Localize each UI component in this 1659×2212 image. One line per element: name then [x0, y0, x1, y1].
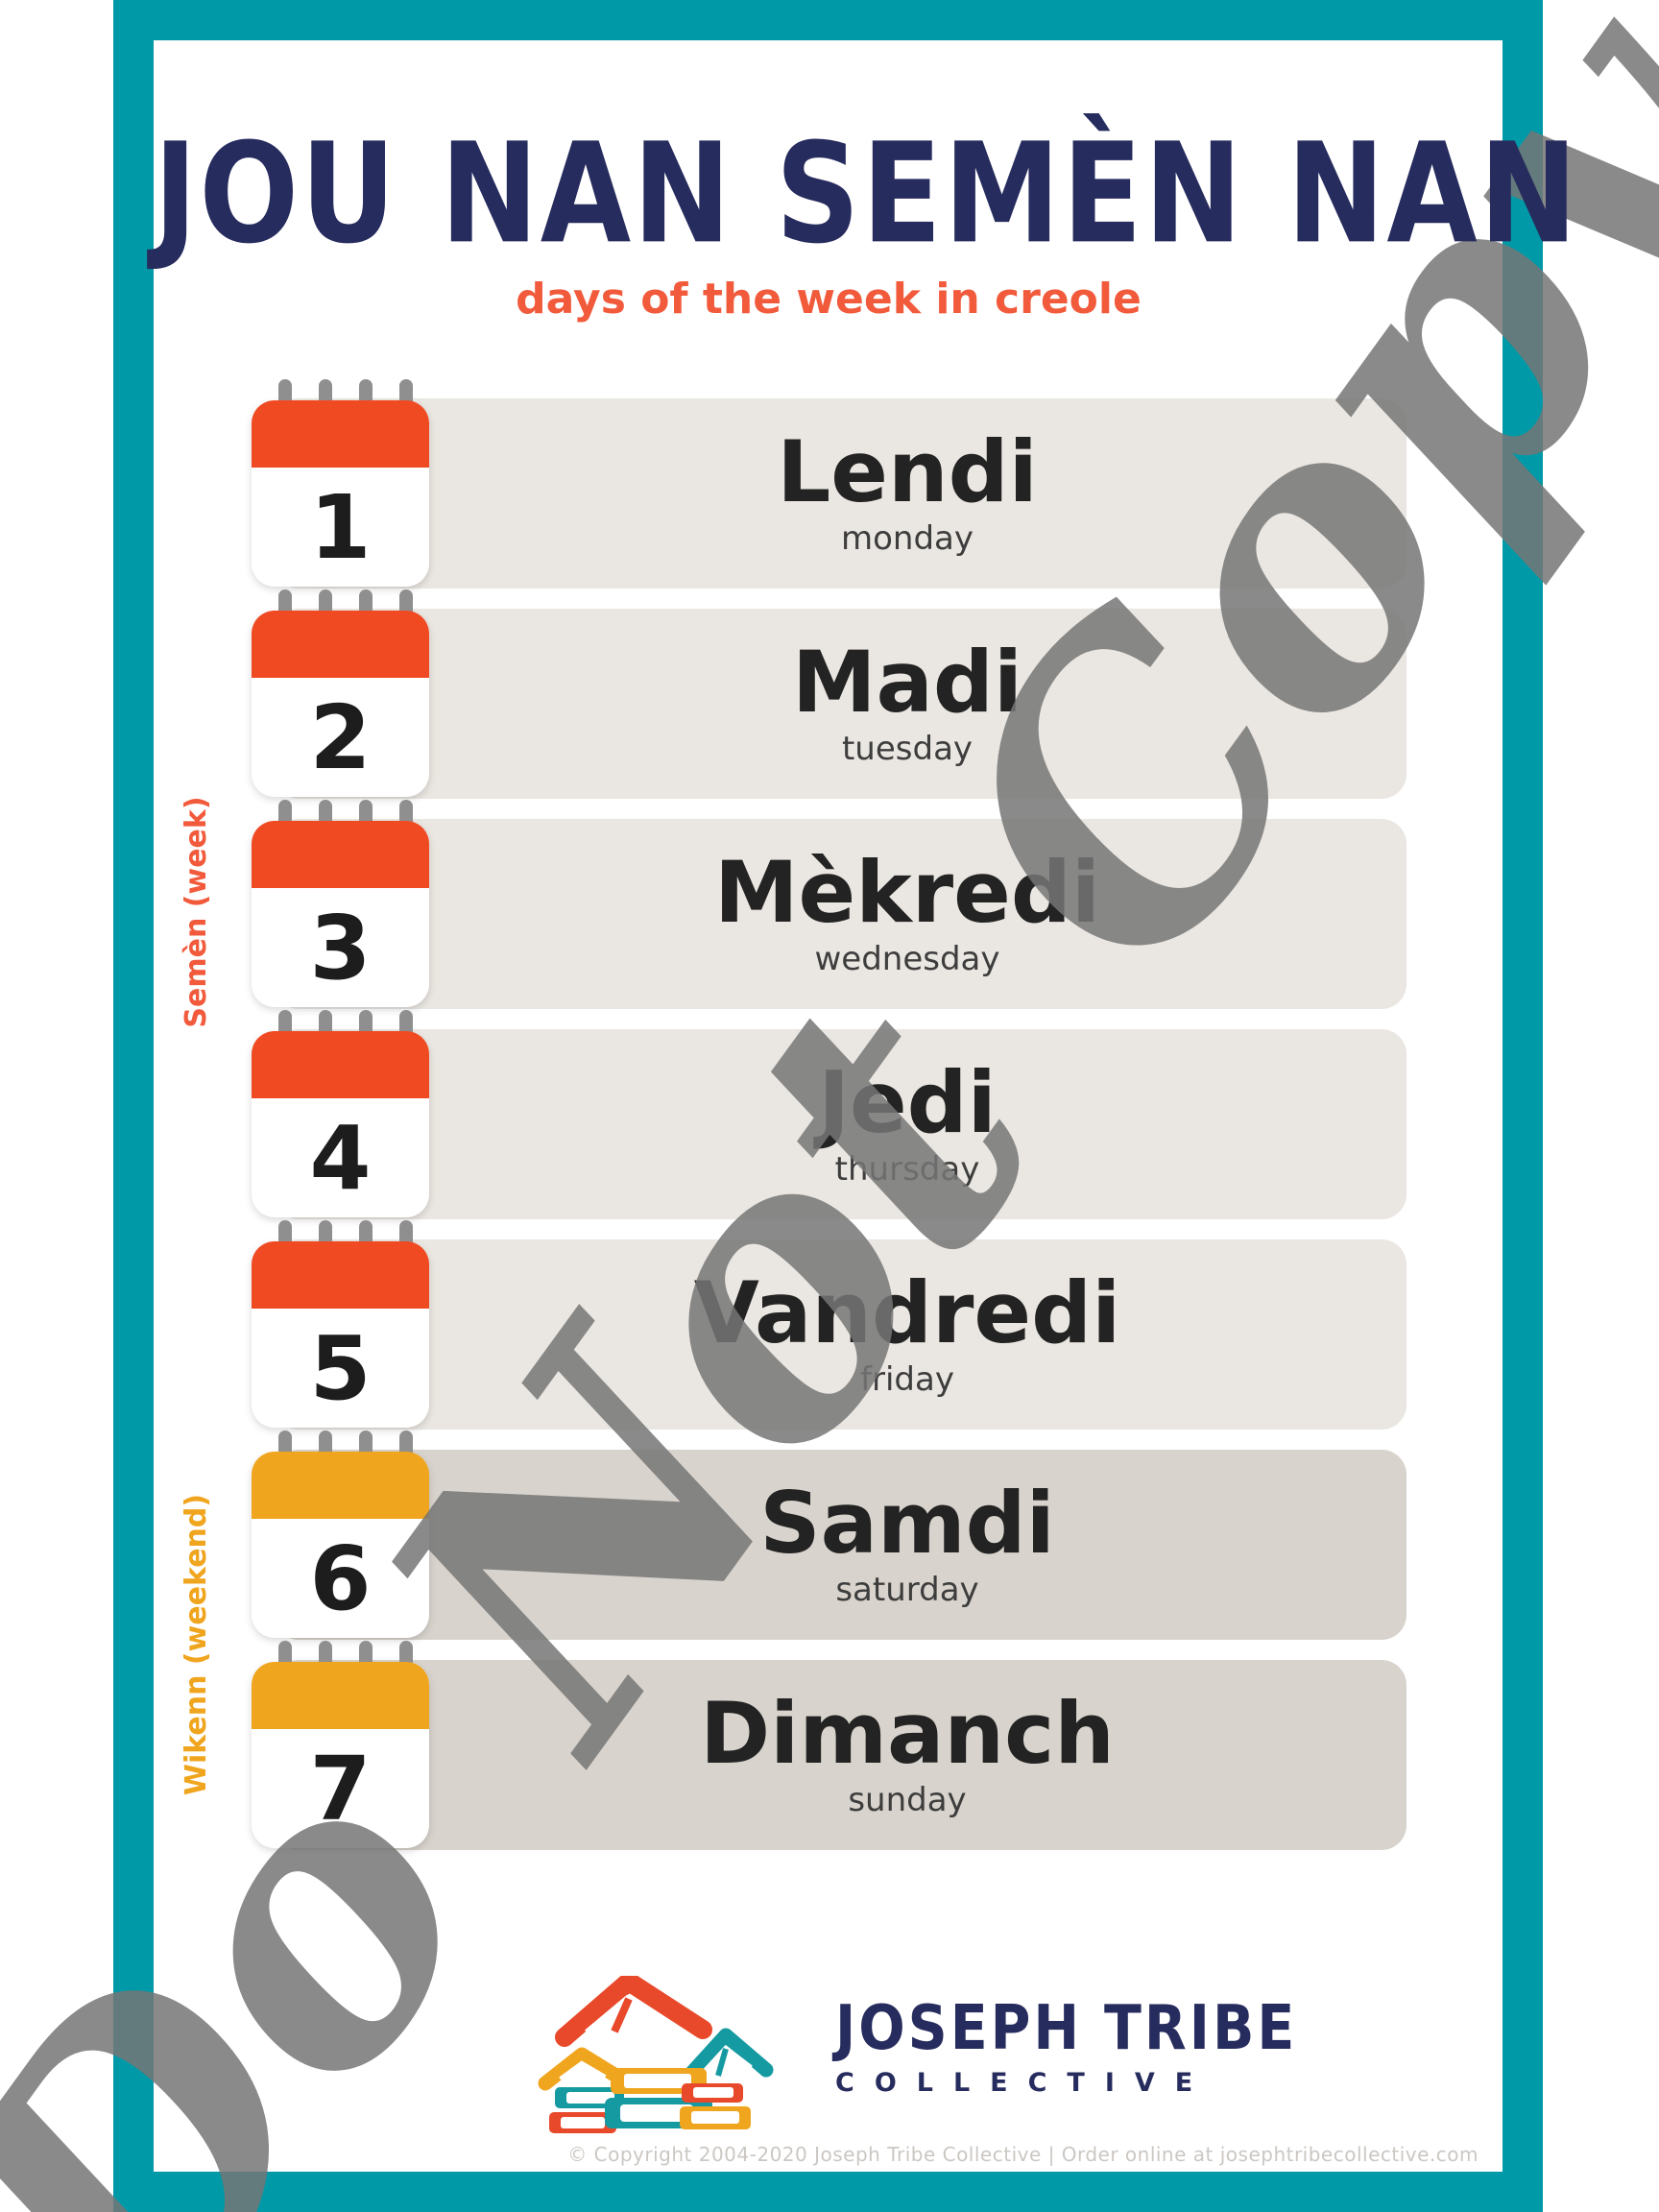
- creole-day-name: Madi: [791, 632, 1023, 732]
- calendar-icon: 5: [252, 1220, 429, 1428]
- day-row: 2 Madi tuesday: [252, 589, 1407, 799]
- calendar-header: [252, 1241, 429, 1309]
- tents-and-books-icon: [538, 1976, 774, 2133]
- english-day-name: wednesday: [814, 940, 1000, 979]
- day-row: 4 Jedi thursday: [252, 1010, 1407, 1219]
- calendar-header: [252, 1031, 429, 1098]
- english-day-name: tuesday: [841, 730, 974, 769]
- day-number: 5: [309, 1316, 372, 1420]
- day-labels: Mèkredi wednesday: [427, 819, 1387, 1009]
- days-list: 1 Lendi monday 2 Madi tuesday 3: [252, 379, 1407, 1870]
- creole-day-name: Vandredi: [693, 1262, 1121, 1362]
- day-labels: Dimanch sunday: [427, 1660, 1387, 1850]
- day-row: 1 Lendi monday: [252, 379, 1407, 589]
- poster-subtitle: days of the week in creole: [516, 275, 1142, 324]
- english-day-name: friday: [860, 1360, 954, 1400]
- day-labels: Lendi monday: [427, 398, 1387, 589]
- day-number: 1: [309, 475, 372, 579]
- english-day-name: monday: [840, 519, 974, 559]
- day-number: 6: [309, 1527, 372, 1630]
- calendar-header: [252, 611, 429, 678]
- day-labels: Samdi saturday: [427, 1450, 1387, 1640]
- calendar-icon: 1: [252, 379, 429, 587]
- creole-day-name: Lendi: [777, 421, 1038, 521]
- creole-day-name: Mèkredi: [713, 842, 1100, 942]
- calendar-header: [252, 1452, 429, 1519]
- poster-title: JOU NAN SEMÈN NAN: [154, 113, 1579, 275]
- day-labels: Madi tuesday: [427, 609, 1387, 799]
- logo-name: JOSEPH TRIBE: [835, 1993, 1298, 2064]
- copyright-line: © Copyright 2004-2020 Joseph Tribe Colle…: [567, 2143, 1479, 2166]
- calendar-icon: 7: [252, 1641, 429, 1848]
- calendar-icon: 3: [252, 800, 429, 1007]
- day-row: 6 Samdi saturday: [252, 1431, 1407, 1640]
- weekend-group-label: Wikenn (weekend): [180, 1493, 213, 1796]
- calendar-header: [252, 400, 429, 468]
- day-row: 5 Vandredi friday: [252, 1220, 1407, 1430]
- day-labels: Jedi thursday: [427, 1029, 1387, 1219]
- day-number: 7: [309, 1737, 372, 1840]
- day-number: 4: [309, 1106, 372, 1210]
- creole-day-name: Jedi: [818, 1052, 997, 1152]
- english-day-name: thursday: [834, 1150, 980, 1190]
- calendar-icon: 2: [252, 589, 429, 797]
- teal-border-frame: [113, 0, 1543, 2212]
- calendar-icon: 4: [252, 1010, 429, 1217]
- calendar-header: [252, 821, 429, 888]
- day-number: 2: [309, 685, 372, 789]
- day-row: 7 Dimanch sunday: [252, 1641, 1407, 1850]
- day-labels: Vandredi friday: [427, 1239, 1387, 1430]
- calendar-header: [252, 1662, 429, 1729]
- week-group-label: Semèn (week): [180, 796, 213, 1028]
- day-number: 3: [309, 896, 372, 999]
- logo-subname: COLLECTIVE: [835, 2068, 1214, 2098]
- creole-day-name: Dimanch: [700, 1683, 1115, 1783]
- day-row: 3 Mèkredi wednesday: [252, 800, 1407, 1009]
- calendar-icon: 6: [252, 1431, 429, 1638]
- english-day-name: sunday: [848, 1781, 967, 1820]
- publisher-logo: JOSEPH TRIBE COLLECTIVE: [538, 1976, 1297, 2149]
- creole-day-name: Samdi: [759, 1473, 1055, 1573]
- english-day-name: saturday: [835, 1571, 979, 1610]
- logo-text: JOSEPH TRIBE COLLECTIVE: [835, 1993, 1297, 2098]
